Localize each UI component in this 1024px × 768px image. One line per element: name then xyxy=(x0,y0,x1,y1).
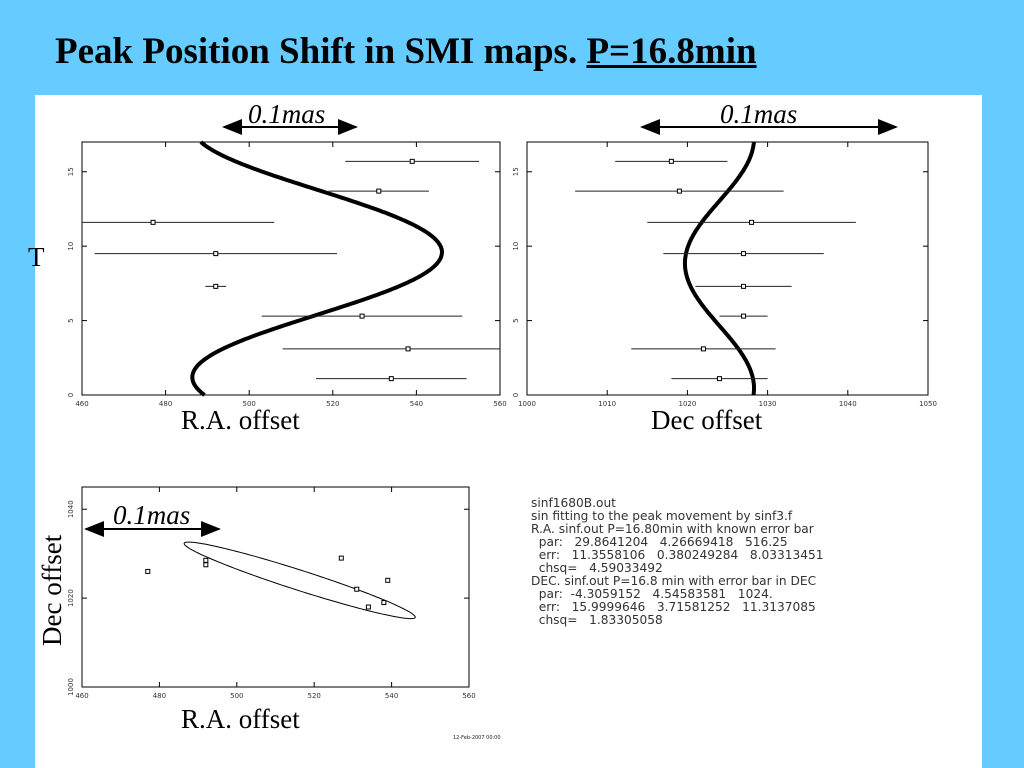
data-point xyxy=(359,313,365,319)
x-tick-label: 460 xyxy=(75,692,88,700)
y-tick-label: 15 xyxy=(67,167,75,176)
figure-panel xyxy=(35,95,982,768)
x-tick-label: 540 xyxy=(385,692,398,700)
x-tick-label: 520 xyxy=(326,400,339,408)
title-main: Peak Position Shift in SMI maps. xyxy=(55,31,587,72)
x-tick-label: 520 xyxy=(308,692,321,700)
y-tick-label: 5 xyxy=(67,318,75,322)
y-tick-label: 10 xyxy=(67,242,75,251)
data-point xyxy=(381,600,387,606)
x-tick-label: 1000 xyxy=(518,400,536,408)
data-point xyxy=(668,158,674,164)
note-line: err: 15.9999646 3.71581252 11.3137085 xyxy=(531,600,816,614)
date-stamp: 12-Feb-2007 00:00 xyxy=(453,735,501,741)
data-point xyxy=(145,568,151,574)
plot-frame xyxy=(81,486,470,688)
data-point xyxy=(354,586,360,592)
data-point xyxy=(376,188,382,194)
data-point xyxy=(365,604,371,610)
data-point xyxy=(213,283,219,289)
data-point xyxy=(749,219,755,225)
note-line: DEC. sinf.out P=16.8 min with error bar … xyxy=(531,574,817,588)
y-tick-label: 10 xyxy=(512,242,520,251)
x-tick-label: 500 xyxy=(230,692,243,700)
y-tick-label: 0 xyxy=(512,393,520,397)
title-period: P=16.8min xyxy=(586,31,757,72)
data-point xyxy=(150,219,156,225)
data-point xyxy=(409,158,415,164)
x-tick-label: 500 xyxy=(243,400,256,408)
x-tick-label: 1030 xyxy=(759,400,777,408)
data-point xyxy=(716,376,722,382)
plot-frame xyxy=(526,141,929,396)
data-point xyxy=(741,251,747,257)
x-tick-label: 480 xyxy=(159,400,172,408)
scale-label-2d: 0.1mas xyxy=(113,500,191,530)
y-tick-label: 5 xyxy=(512,318,520,322)
fit-ellipse xyxy=(183,541,416,620)
ra-offset-label-top: R.A. offset xyxy=(181,405,300,435)
y-tick-label: 1000 xyxy=(67,678,75,696)
y-tick-label: 0 xyxy=(67,393,75,397)
x-tick-label: 560 xyxy=(493,400,506,408)
data-point xyxy=(203,562,209,568)
note-line: err: 11.3558106 0.380249284 8.03313451 xyxy=(531,548,824,562)
note-line: par: -4.3059152 4.54583581 1024. xyxy=(531,587,773,601)
page-title: Peak Position Shift in SMI maps. P=16.8m… xyxy=(55,30,757,73)
fit-curve xyxy=(190,140,445,397)
x-tick-label: 1010 xyxy=(598,400,616,408)
note-line: chsq= 4.59033492 xyxy=(531,561,663,575)
ra-vs-dec-chart: 460 480 500 520 540 560 1000 1020 1040 xyxy=(67,486,476,700)
y-tick-label: 15 xyxy=(512,167,520,176)
data-point xyxy=(741,283,747,289)
dec-offset-label-top: Dec offset xyxy=(651,405,763,435)
note-line: R.A. sinf.out P=16.80min with known erro… xyxy=(531,522,814,536)
data-point xyxy=(213,251,219,257)
scale-label-ra: 0.1mas xyxy=(248,99,326,129)
note-line: sinf1680B.out xyxy=(531,496,616,510)
x-tick-label: 480 xyxy=(153,692,166,700)
y-tick-label: 1040 xyxy=(67,500,75,518)
dec-vs-time-chart: 1000 1010 1020 1030 1040 1050 0 5 10 15 xyxy=(512,141,937,408)
plot-frame xyxy=(81,141,501,396)
t-axis-label: T xyxy=(28,242,45,272)
x-tick-label: 1020 xyxy=(678,400,696,408)
data-point xyxy=(338,555,344,561)
data-point xyxy=(388,376,394,382)
data-point xyxy=(676,188,682,194)
fit-curve xyxy=(682,141,756,396)
x-tick-label: 540 xyxy=(410,400,423,408)
x-tick-label: 1040 xyxy=(839,400,857,408)
note-line: chsq= 1.83305058 xyxy=(531,613,663,627)
scale-label-dec: 0.1mas xyxy=(720,99,798,129)
data-point xyxy=(385,577,391,583)
note-line: par: 29.8641204 4.26669418 516.25 xyxy=(531,535,788,549)
data-point xyxy=(700,346,706,352)
x-tick-label: 460 xyxy=(75,400,88,408)
note-line: sin fitting to the peak movement by sinf… xyxy=(531,509,793,523)
y-tick-label: 1020 xyxy=(67,589,75,607)
ra-vs-time-chart: 460 480 500 520 540 560 0 5 10 15 xyxy=(67,140,507,408)
x-tick-label: 1050 xyxy=(919,400,937,408)
ra-offset-label-bottom: R.A. offset xyxy=(181,704,300,734)
data-point xyxy=(741,313,747,319)
fit-results-notes: sinf1680B.out sin fitting to the peak mov… xyxy=(531,497,824,627)
data-point xyxy=(405,346,411,352)
x-tick-label: 560 xyxy=(462,692,475,700)
data-point xyxy=(203,557,209,563)
